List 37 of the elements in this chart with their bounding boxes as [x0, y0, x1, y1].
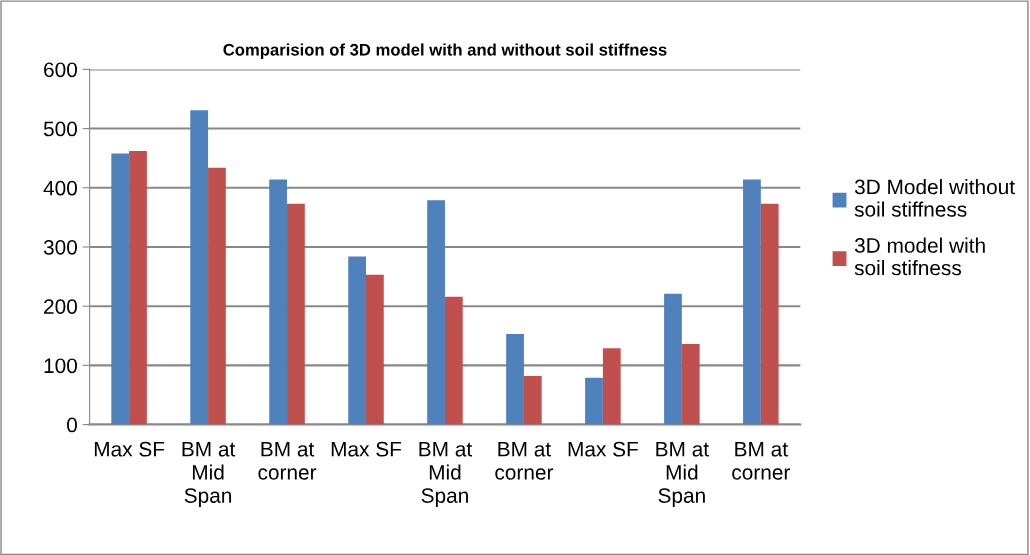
- y-tick-label: 100: [44, 358, 77, 374]
- y-tick-label: 400: [43, 180, 77, 196]
- x-tick-label: BM at corner: [495, 442, 554, 480]
- bar: [743, 179, 761, 425]
- chart-title: Comparision of 3D model with and without soil stiffness: [223, 43, 667, 59]
- x-tick-label: Max SF: [331, 441, 402, 457]
- bar: [681, 344, 700, 425]
- y-tick-label: 0: [67, 417, 77, 433]
- y-tick-label: 300: [43, 239, 77, 255]
- bar: [760, 203, 779, 425]
- bar: [348, 256, 366, 425]
- x-tick-label: BM at Mid Span: [656, 442, 709, 508]
- x-tick-label: BM at corner: [732, 442, 791, 480]
- y-tick-label: 200: [44, 299, 77, 314]
- bar: [523, 376, 542, 425]
- x-tick-label: BM at Mid Span: [182, 442, 236, 508]
- bar: [129, 151, 147, 425]
- bar: [664, 293, 682, 425]
- x-tick-label: BM at Mid Span: [419, 442, 473, 508]
- bar: [269, 179, 288, 425]
- legend-label: 3D Model without soil stiffness: [854, 179, 1015, 217]
- bar: [602, 348, 621, 425]
- bar: [208, 167, 226, 425]
- y-tick-label: 600: [44, 62, 77, 78]
- bar: [111, 153, 130, 425]
- x-tick-label: Max SF: [568, 441, 638, 457]
- y-tick-label: 500: [43, 121, 77, 137]
- x-tick-label: Max SF: [94, 441, 165, 457]
- bar: [190, 110, 209, 425]
- bar: [287, 203, 305, 425]
- bar: [427, 200, 445, 425]
- bar: [444, 296, 463, 425]
- bar: [506, 334, 524, 425]
- legend-label: 3D model with soil stifness: [854, 237, 985, 276]
- x-tick-label: BM at corner: [258, 442, 317, 480]
- bar: [585, 377, 603, 425]
- bar: [365, 274, 384, 425]
